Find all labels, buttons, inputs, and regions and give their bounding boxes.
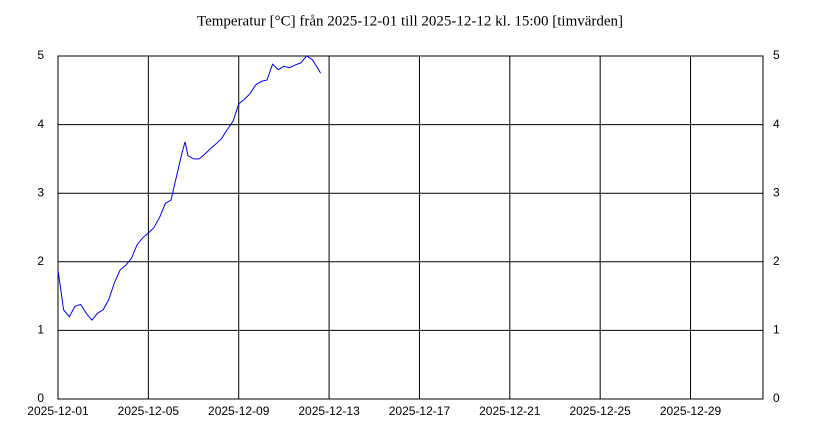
y2-tick-label: 0 bbox=[773, 391, 780, 405]
y-tick-label: 3 bbox=[37, 185, 44, 199]
x-tick-label: 2025-12-09 bbox=[208, 404, 270, 418]
y-tick-label: 1 bbox=[37, 323, 44, 337]
chart-title: Temperatur [°C] från 2025-12-01 till 202… bbox=[197, 13, 623, 29]
x-tick-label: 2025-12-05 bbox=[118, 404, 180, 418]
y2-tick-label: 4 bbox=[773, 117, 780, 131]
x-tick-label: 2025-12-13 bbox=[298, 404, 360, 418]
y2-tick-label: 1 bbox=[773, 323, 780, 337]
y2-tick-label: 3 bbox=[773, 185, 780, 199]
x-tick-label: 2025-12-25 bbox=[569, 404, 631, 418]
x-tick-label: 2025-12-01 bbox=[27, 404, 89, 418]
y2-tick-label: 2 bbox=[773, 254, 780, 268]
y-tick-label: 5 bbox=[37, 48, 44, 62]
y-tick-label: 2 bbox=[37, 254, 44, 268]
data-line bbox=[57, 55, 322, 321]
y-tick-label: 4 bbox=[37, 117, 44, 131]
y2-tick-label: 5 bbox=[773, 48, 780, 62]
x-tick-label: 2025-12-17 bbox=[389, 404, 451, 418]
x-tick-label: 2025-12-29 bbox=[660, 404, 722, 418]
x-tick-label: 2025-12-21 bbox=[479, 404, 541, 418]
y-tick-label: 0 bbox=[37, 391, 44, 405]
plot-frame bbox=[57, 55, 764, 400]
